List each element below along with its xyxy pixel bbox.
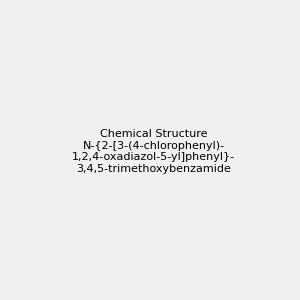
Text: Chemical Structure
N-{2-[3-(4-chlorophenyl)-
1,2,4-oxadiazol-5-yl]phenyl}-
3,4,5: Chemical Structure N-{2-[3-(4-chlorophen… [72,129,235,174]
